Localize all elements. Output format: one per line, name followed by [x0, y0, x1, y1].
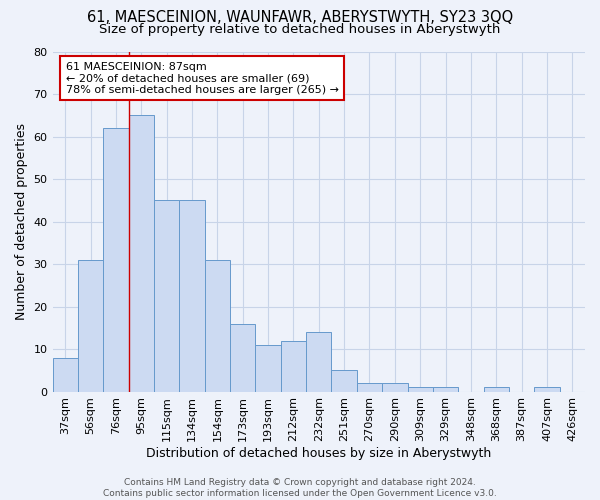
Bar: [230, 324, 256, 392]
X-axis label: Distribution of detached houses by size in Aberystwyth: Distribution of detached houses by size …: [146, 447, 491, 460]
Bar: [154, 200, 179, 392]
Bar: [382, 383, 407, 392]
Bar: [281, 340, 306, 392]
Bar: [179, 200, 205, 392]
Bar: [331, 370, 357, 392]
Bar: [256, 345, 281, 392]
Bar: [53, 358, 78, 392]
Bar: [103, 128, 128, 392]
Bar: [78, 260, 103, 392]
Bar: [484, 388, 509, 392]
Bar: [306, 332, 331, 392]
Bar: [357, 383, 382, 392]
Bar: [205, 260, 230, 392]
Bar: [128, 116, 154, 392]
Text: Size of property relative to detached houses in Aberystwyth: Size of property relative to detached ho…: [100, 22, 500, 36]
Y-axis label: Number of detached properties: Number of detached properties: [15, 123, 28, 320]
Text: 61, MAESCEINION, WAUNFAWR, ABERYSTWYTH, SY23 3QQ: 61, MAESCEINION, WAUNFAWR, ABERYSTWYTH, …: [87, 10, 513, 25]
Bar: [433, 388, 458, 392]
Bar: [534, 388, 560, 392]
Bar: [407, 388, 433, 392]
Text: Contains HM Land Registry data © Crown copyright and database right 2024.
Contai: Contains HM Land Registry data © Crown c…: [103, 478, 497, 498]
Text: 61 MAESCEINION: 87sqm
← 20% of detached houses are smaller (69)
78% of semi-deta: 61 MAESCEINION: 87sqm ← 20% of detached …: [66, 62, 339, 95]
